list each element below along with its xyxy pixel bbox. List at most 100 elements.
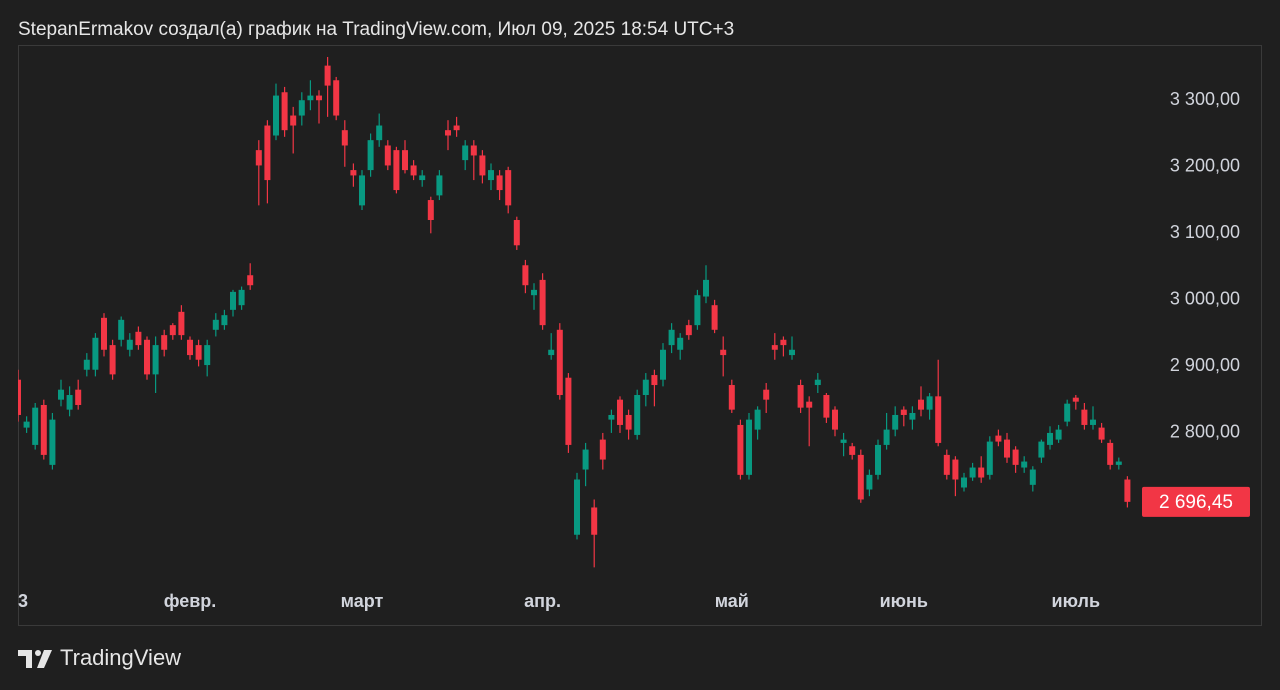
candle-body <box>935 396 942 443</box>
last-price-label: 2 696,45 <box>1159 492 1233 513</box>
y-tick-label: 3 200,00 <box>1170 156 1240 176</box>
candle-body <box>178 311 185 336</box>
candle-body <box>728 385 735 410</box>
candle-body <box>341 130 348 146</box>
candle-body <box>995 435 1002 442</box>
candle-body <box>221 315 228 326</box>
tradingview-logo <box>18 650 52 668</box>
chart-header: StepanErmakov создал(а) график на Tradin… <box>18 19 734 40</box>
candle-body <box>961 477 967 488</box>
candle-body <box>582 449 589 470</box>
x-tick-label: февр. <box>164 591 217 611</box>
candle-body <box>264 125 271 181</box>
candle-body <box>333 80 340 116</box>
candle-body <box>703 279 709 297</box>
candle-body <box>445 130 451 136</box>
candle-body <box>711 305 718 330</box>
candle-body <box>737 424 744 475</box>
candle-body <box>307 95 314 101</box>
candle-body <box>1064 403 1071 422</box>
candle-body <box>410 165 417 176</box>
candle-body <box>359 175 365 206</box>
candle-body <box>1012 449 1019 465</box>
candle-body <box>1021 461 1028 468</box>
candle-body <box>427 200 434 221</box>
candle-body <box>694 295 701 326</box>
candle-body <box>49 419 56 465</box>
candle-body <box>969 467 976 478</box>
candle-body <box>634 395 641 435</box>
y-tick-label: 3 100,00 <box>1170 222 1240 242</box>
candle-body <box>892 414 899 430</box>
candle-body <box>1055 429 1062 440</box>
candle-body <box>247 275 254 286</box>
candle-body <box>161 335 168 350</box>
candle-body <box>565 377 572 445</box>
candles <box>18 56 1131 568</box>
candle-body <box>316 95 322 101</box>
candle-body <box>832 409 838 430</box>
candle-body <box>488 170 494 181</box>
candle-body <box>539 279 546 326</box>
candle-body <box>754 409 761 430</box>
candle-body <box>109 345 116 375</box>
x-tick-label: 3 <box>18 591 28 611</box>
x-tick-label: апр. <box>524 591 561 611</box>
candle-body <box>1081 409 1088 425</box>
candle-body <box>531 289 537 296</box>
candle-body <box>1115 461 1122 465</box>
candle-body <box>900 409 907 415</box>
candle-body <box>909 412 916 420</box>
candle-body <box>126 339 133 350</box>
candle-body <box>918 399 924 410</box>
candle-body <box>1098 427 1105 440</box>
candle-body <box>1029 469 1036 485</box>
candle-body <box>763 389 770 400</box>
candle-body <box>513 220 520 246</box>
candle-body <box>642 379 649 396</box>
candle-body <box>101 317 107 350</box>
candle-body <box>978 467 985 478</box>
candle-body <box>92 337 99 370</box>
y-tick-label: 3 300,00 <box>1170 89 1240 109</box>
candle-body <box>746 419 752 475</box>
candle-body <box>298 100 305 116</box>
candle-body <box>806 401 813 408</box>
candle-body <box>548 349 555 356</box>
candle-body <box>926 396 933 410</box>
candle-body <box>875 444 881 475</box>
candle-body <box>943 454 950 475</box>
x-tick-label: июнь <box>880 591 928 611</box>
plot-frame <box>18 45 1262 626</box>
candle-body <box>599 439 606 460</box>
y-tick-label: 3 000,00 <box>1170 289 1240 309</box>
candle-body <box>720 349 727 356</box>
candle-body <box>496 175 503 191</box>
candle-body <box>823 395 830 418</box>
candle-body <box>350 170 357 176</box>
footer-brand: TradingView <box>60 645 181 670</box>
candle-body <box>144 339 150 375</box>
y-tick-label: 2 800,00 <box>1170 422 1240 442</box>
candle-body <box>651 375 658 386</box>
candle-body <box>204 345 211 366</box>
candle-body <box>281 92 288 131</box>
candle-body <box>75 389 82 405</box>
candle-body <box>462 145 469 161</box>
candle-body <box>470 145 477 156</box>
candle-body <box>608 414 615 420</box>
candle-body <box>771 345 778 350</box>
candle-body <box>384 145 391 166</box>
candle-body <box>419 175 426 181</box>
candle-body <box>1038 441 1045 458</box>
candle-body <box>453 125 460 131</box>
candle-body <box>187 339 193 356</box>
candle-body <box>986 441 993 475</box>
candle-body <box>479 155 486 176</box>
x-tick-label: май <box>715 591 749 611</box>
candle-body <box>152 345 159 375</box>
candle-body <box>1124 479 1131 502</box>
candle-body <box>1004 439 1010 458</box>
candle-body <box>952 459 959 480</box>
